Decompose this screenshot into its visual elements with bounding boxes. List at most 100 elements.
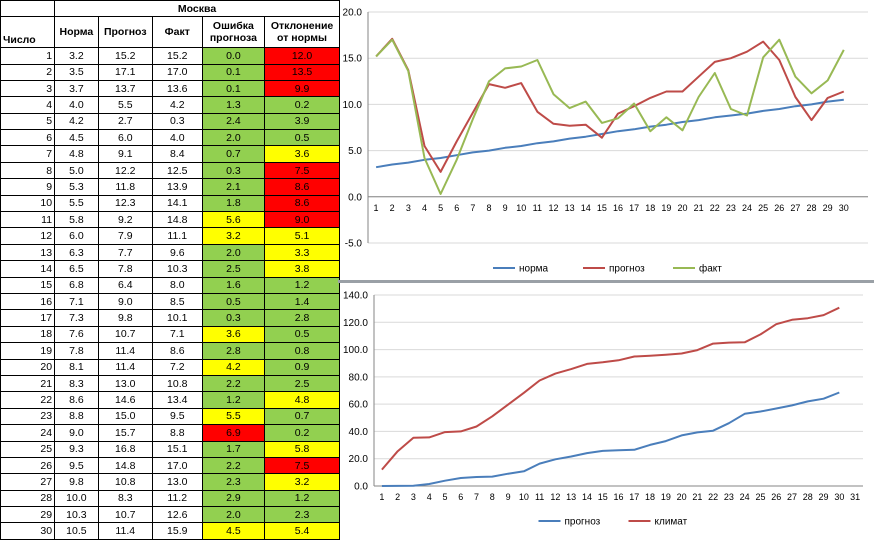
- cell-day: 7: [0, 145, 56, 163]
- cell-error: 6.9: [201, 424, 266, 442]
- cell-day: 28: [0, 489, 56, 508]
- cell-forecast: 11.4: [97, 358, 153, 376]
- cell-norm: 4.5: [54, 129, 99, 147]
- table-row: 7 4.8 9.1 8.4 0.7 3.6: [0, 145, 340, 163]
- cell-norm: 6.8: [54, 276, 99, 294]
- legend-label: прогноз: [565, 517, 601, 528]
- cell-norm: 9.3: [54, 440, 99, 458]
- cell-forecast: 11.4: [97, 342, 153, 360]
- table-row: 8 5.0 12.2 12.5 0.3 7.5: [0, 161, 340, 180]
- x-tick-label: 22: [708, 492, 718, 502]
- table-title: Москва: [54, 0, 340, 18]
- cell-norm: 5.3: [54, 178, 99, 196]
- cell-norm: 7.1: [54, 292, 99, 311]
- x-tick-label: 13: [565, 203, 575, 213]
- cell-fact: 10.8: [151, 374, 203, 393]
- cell-error: 4.2: [201, 358, 266, 376]
- legend-label: климат: [655, 517, 688, 528]
- cell-deviation: 0.5: [264, 325, 340, 344]
- cell-day: 4: [0, 96, 56, 114]
- x-tick-label: 17: [629, 203, 639, 213]
- x-tick-label: 7: [470, 203, 475, 213]
- x-tick-label: 21: [692, 492, 702, 502]
- x-tick-label: 10: [516, 203, 526, 213]
- cell-deviation: 7.5: [264, 161, 340, 180]
- x-tick-label: 16: [613, 203, 623, 213]
- cell-fact: 8.0: [151, 276, 203, 294]
- cell-deviation: 0.7: [264, 407, 340, 426]
- x-tick-label: 19: [661, 492, 671, 502]
- header-norm: Норма: [54, 16, 99, 49]
- cell-deviation: 2.5: [264, 374, 340, 393]
- cell-fact: 13.0: [151, 473, 203, 491]
- x-tick-label: 16: [613, 492, 623, 502]
- cell-fact: 13.9: [151, 178, 203, 196]
- cell-deviation: 3.2: [264, 473, 340, 491]
- table-title-row: Москва: [0, 0, 340, 18]
- x-tick-label: 11: [533, 203, 542, 213]
- y-tick-label: 140.0: [343, 291, 368, 302]
- x-tick-label: 12: [548, 203, 558, 213]
- x-tick-label: 15: [597, 203, 607, 213]
- cell-day: 1: [0, 47, 56, 65]
- chart-cumulative: 140.0 120.0 100.0 80.0 60.0 40.0 20.0 0.0 1 2 3 4 5 6…: [338, 283, 874, 540]
- cell-deviation: 7.5: [264, 456, 340, 475]
- cell-fact: 4.0: [151, 129, 203, 147]
- cell-deviation: 3.3: [264, 243, 340, 262]
- x-tick-label: 21: [694, 203, 704, 213]
- cell-deviation: 0.8: [264, 342, 340, 360]
- table-row: 3 3.7 13.7 13.6 0.1 9.9: [0, 79, 340, 98]
- cell-deviation: 8.6: [264, 178, 340, 196]
- x-tick-label: 7: [474, 492, 479, 502]
- chart-temperature-svg: 20.015.010.05.00.0-5.01 2 3 4 5 6 7 8 9 10 11 12 13 1…: [343, 8, 868, 275]
- cell-forecast: 8.3: [97, 489, 153, 508]
- cell-forecast: 6.0: [97, 129, 153, 147]
- cell-forecast: 11.4: [97, 522, 153, 540]
- cell-norm: 3.5: [54, 63, 99, 81]
- cell-deviation: 5.8: [264, 440, 340, 458]
- x-tick-label: 24: [742, 203, 752, 213]
- cell-forecast: 9.1: [97, 145, 153, 163]
- table-row: 25 9.3 16.8 15.1 1.7 5.8: [0, 440, 340, 458]
- table-row: 17 7.3 9.8 10.1 0.3 2.8: [0, 309, 340, 327]
- cell-fact: 7.2: [151, 358, 203, 376]
- table-row: 27 9.8 10.8 13.0 2.3 3.2: [0, 473, 340, 491]
- cell-forecast: 17.1: [97, 63, 153, 81]
- cell-deviation: 3.6: [264, 145, 340, 163]
- cell-forecast: 10.7: [97, 325, 153, 344]
- x-tick-label: 28: [803, 492, 813, 502]
- cell-deviation: 0.9: [264, 358, 340, 376]
- cell-forecast: 6.4: [97, 276, 153, 294]
- cell-fact: 15.1: [151, 440, 203, 458]
- cell-day: 18: [0, 325, 56, 344]
- x-tick-label: 27: [787, 492, 797, 502]
- cell-day: 17: [0, 309, 56, 327]
- cell-error: 2.2: [201, 374, 266, 393]
- cell-deviation: 9.0: [264, 211, 340, 229]
- cell-error: 1.6: [201, 276, 266, 294]
- cell-error: 0.0: [201, 47, 266, 65]
- x-tick-label: 5: [442, 492, 447, 502]
- cell-norm: 5.8: [54, 211, 99, 229]
- cell-deviation: 1.2: [264, 489, 340, 508]
- cell-norm: 8.8: [54, 407, 99, 426]
- cell-day: 5: [0, 112, 56, 131]
- chart-divider: [338, 280, 874, 283]
- cell-error: 5.5: [201, 407, 266, 426]
- cell-forecast: 15.0: [97, 407, 153, 426]
- cell-error: 1.8: [201, 194, 266, 213]
- cell-norm: 3.2: [54, 47, 99, 65]
- cell-error: 0.1: [201, 79, 266, 98]
- x-tick-label: 2: [390, 203, 395, 213]
- x-tick-label: 18: [645, 203, 655, 213]
- cell-deviation: 2.8: [264, 309, 340, 327]
- cell-norm: 6.0: [54, 227, 99, 245]
- header-fact: Факт: [151, 16, 203, 49]
- x-tick-label: 13: [566, 492, 576, 502]
- header-forecast: Прогноз: [97, 16, 153, 49]
- cell-forecast: 16.8: [97, 440, 153, 458]
- table-row: 14 6.5 7.8 10.3 2.5 3.8: [0, 260, 340, 278]
- x-tick-label: 3: [406, 203, 411, 213]
- cell-deviation: 3.9: [264, 112, 340, 131]
